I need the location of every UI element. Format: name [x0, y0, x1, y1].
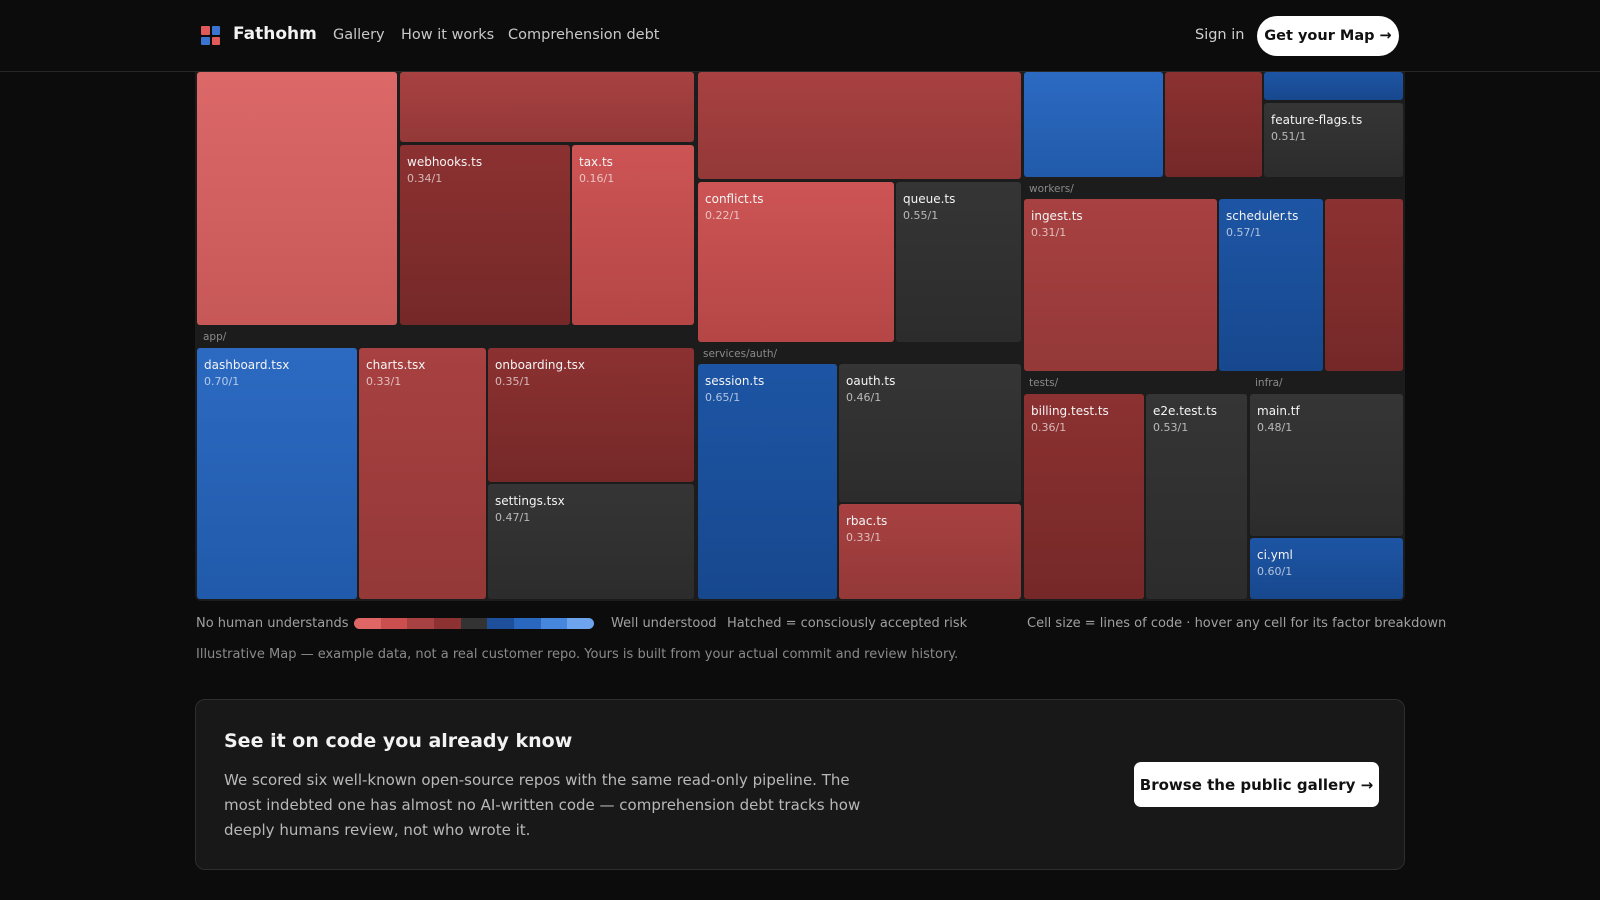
treemap-cell-unlabeled[interactable]: [1024, 72, 1163, 177]
treemap-cell-rbac[interactable]: rbac.ts 0.33/1: [839, 504, 1021, 599]
legend-swatch: [487, 618, 515, 629]
cell-filename: ci.yml: [1257, 548, 1293, 562]
cell-score: 0.36/1: [1031, 421, 1067, 434]
treemap-cell-conflict[interactable]: conflict.ts 0.22/1: [698, 182, 894, 342]
cell-filename: onboarding.tsx: [495, 358, 586, 372]
cell-filename: billing.test.ts: [1031, 404, 1109, 418]
treemap-cell-dashboard[interactable]: dashboard.tsx 0.70/1: [197, 348, 357, 599]
cell-filename: main.tf: [1257, 404, 1300, 418]
comprehension-treemap: webhooks.ts 0.34/1 tax.ts 0.16/1 conflic…: [195, 72, 1405, 601]
treemap-cell-unlabeled[interactable]: [1165, 72, 1262, 177]
cell-score: 0.33/1: [366, 375, 402, 388]
legend-swatch: [434, 618, 461, 629]
cell-score: 0.47/1: [495, 511, 531, 524]
cell-filename: settings.tsx: [495, 494, 565, 508]
cell-score: 0.22/1: [705, 209, 741, 222]
dir-label-workers: workers/: [1029, 183, 1074, 195]
cell-score: 0.33/1: [846, 531, 882, 544]
cell-score: 0.57/1: [1226, 226, 1262, 239]
browse-gallery-button[interactable]: Browse the public gallery →: [1134, 762, 1379, 807]
treemap-cell-unlabeled[interactable]: [698, 72, 1021, 179]
cell-filename: conflict.ts: [705, 192, 764, 206]
treemap-cell-oauth[interactable]: oauth.ts 0.46/1: [839, 364, 1021, 502]
legend-hatched-note: Hatched = consciously accepted risk: [727, 616, 968, 631]
legend-size-note: Cell size = lines of code · hover any ce…: [1027, 616, 1447, 631]
legend-high-label: Well understood: [611, 616, 717, 631]
nav-link-how-it-works[interactable]: How it works: [401, 27, 495, 43]
treemap-cell-onboarding[interactable]: onboarding.tsx 0.35/1: [488, 348, 694, 482]
nav-link-comprehension-debt[interactable]: Comprehension debt: [508, 27, 660, 43]
legend-swatch: [407, 618, 435, 629]
cell-filename: session.ts: [705, 374, 765, 388]
illustrative-disclaimer: Illustrative Map — example data, not a r…: [196, 647, 959, 662]
gallery-card-title: See it on code you already know: [224, 730, 573, 752]
legend-low-label: No human understands: [196, 616, 349, 631]
cell-score: 0.35/1: [495, 375, 531, 388]
cell-filename: webhooks.ts: [407, 155, 483, 169]
treemap-cell-billing-test[interactable]: billing.test.ts 0.36/1: [1024, 394, 1144, 599]
legend-swatch: [354, 618, 381, 629]
gallery-promo-card: See it on code you already know We score…: [195, 699, 1405, 870]
treemap-cell-unlabeled[interactable]: [400, 72, 694, 142]
cell-score: 0.34/1: [407, 172, 443, 185]
cell-score: 0.16/1: [579, 172, 615, 185]
legend-swatch: [540, 618, 568, 629]
cell-score: 0.65/1: [705, 391, 741, 404]
cell-score: 0.46/1: [846, 391, 882, 404]
dir-label-services-auth: services/auth/: [703, 348, 778, 360]
legend-swatch: [514, 618, 541, 629]
gallery-card-body: We scored six well-known open-source rep…: [224, 771, 861, 839]
legend-swatch: [460, 618, 488, 629]
cell-score: 0.70/1: [204, 375, 240, 388]
legend-color-scale: [354, 618, 594, 629]
dir-label-tests: tests/: [1029, 377, 1059, 389]
cell-score: 0.48/1: [1257, 421, 1293, 434]
cell-score: 0.60/1: [1257, 565, 1293, 578]
cell-filename: queue.ts: [903, 192, 956, 206]
cell-score: 0.51/1: [1271, 130, 1307, 143]
treemap-cell-session[interactable]: session.ts 0.65/1: [698, 364, 837, 599]
treemap-cell-settings[interactable]: settings.tsx 0.47/1: [488, 484, 694, 599]
cell-score: 0.55/1: [903, 209, 939, 222]
cell-filename: oauth.ts: [846, 374, 896, 388]
cell-filename: feature-flags.ts: [1271, 113, 1363, 127]
treemap-cell-scheduler[interactable]: scheduler.ts 0.57/1: [1219, 199, 1323, 371]
cell-filename: dashboard.tsx: [204, 358, 290, 372]
treemap-cell-tax[interactable]: tax.ts 0.16/1: [572, 145, 694, 325]
treemap-cell-unlabeled[interactable]: [1325, 199, 1403, 371]
treemap-cell-charts[interactable]: charts.tsx 0.33/1: [359, 348, 486, 599]
brand-name[interactable]: Fathohm: [233, 24, 317, 44]
treemap-cell-feature-flags[interactable]: feature-flags.ts 0.51/1: [1264, 103, 1403, 177]
treemap-cell-webhooks[interactable]: webhooks.ts 0.34/1: [400, 145, 570, 325]
sign-in-link[interactable]: Sign in: [1195, 27, 1245, 43]
treemap-cell-unlabeled[interactable]: [197, 72, 397, 325]
treemap-cell-ingest[interactable]: ingest.ts 0.31/1: [1024, 199, 1217, 371]
dir-label-app: app/: [203, 331, 227, 343]
cell-filename: charts.tsx: [366, 358, 426, 372]
legend-swatch: [567, 618, 594, 629]
cell-score: 0.53/1: [1153, 421, 1189, 434]
cell-filename: e2e.test.ts: [1153, 404, 1218, 418]
top-nav: Fathohm Gallery How it works Comprehensi…: [0, 0, 1600, 72]
treemap-cell-queue[interactable]: queue.ts 0.55/1: [896, 182, 1021, 342]
cell-filename: tax.ts: [579, 155, 613, 169]
cell-filename: ingest.ts: [1031, 209, 1083, 223]
get-your-map-button[interactable]: Get your Map →: [1257, 16, 1399, 56]
cell-filename: rbac.ts: [846, 514, 888, 528]
cell-filename: scheduler.ts: [1226, 209, 1299, 223]
treemap-cell-unlabeled[interactable]: [1264, 72, 1403, 100]
treemap-cell-main-tf[interactable]: main.tf 0.48/1: [1250, 394, 1403, 536]
treemap-cell-ci-yml[interactable]: ci.yml 0.60/1: [1250, 538, 1403, 599]
dir-label-infra: infra/: [1255, 377, 1283, 389]
treemap-cell-e2e-test[interactable]: e2e.test.ts 0.53/1: [1146, 394, 1247, 599]
cell-score: 0.31/1: [1031, 226, 1067, 239]
fathohm-logo-icon[interactable]: [201, 26, 220, 45]
nav-link-gallery[interactable]: Gallery: [333, 27, 385, 43]
legend-swatch: [380, 618, 408, 629]
